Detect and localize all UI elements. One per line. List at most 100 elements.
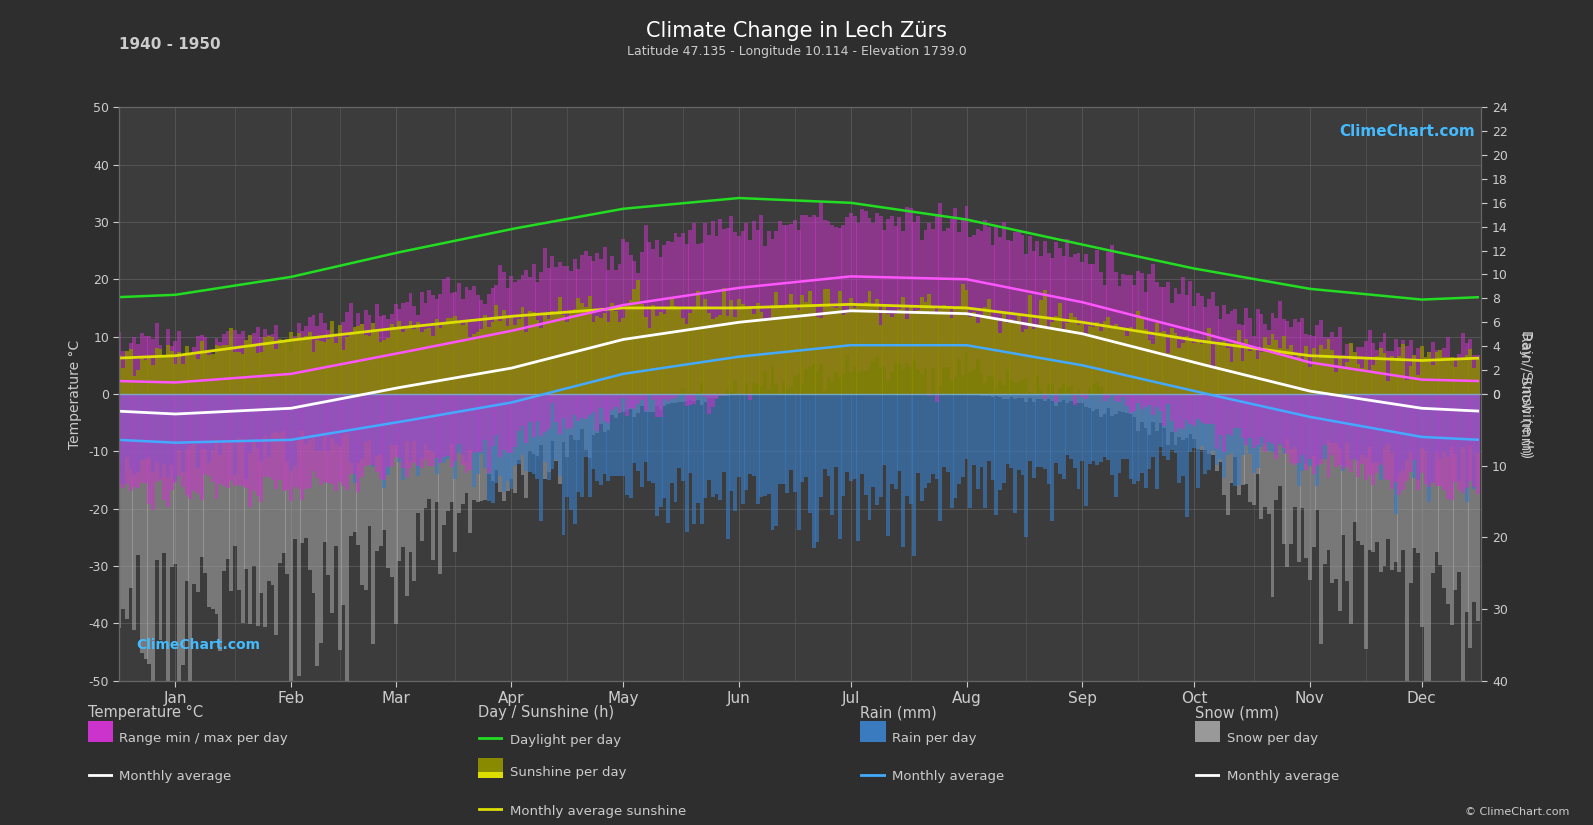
Bar: [327, 394, 330, 575]
Bar: [991, 394, 994, 480]
Bar: [1274, 394, 1278, 455]
Bar: [741, 231, 744, 395]
Bar: [1286, 348, 1289, 394]
Bar: [1163, 394, 1166, 455]
Bar: [871, 394, 875, 488]
Bar: [174, 394, 177, 482]
Bar: [432, 394, 435, 451]
Bar: [357, 394, 360, 463]
Bar: [1121, 274, 1125, 398]
Bar: [852, 394, 857, 479]
Bar: [301, 394, 304, 544]
Bar: [487, 394, 491, 502]
Bar: [1286, 394, 1289, 439]
Bar: [1461, 394, 1466, 447]
Bar: [636, 280, 640, 394]
Bar: [416, 315, 421, 466]
Bar: [957, 305, 961, 394]
Bar: [1125, 394, 1129, 459]
Bar: [1110, 326, 1114, 394]
Bar: [435, 299, 438, 458]
Bar: [397, 309, 401, 458]
Bar: [307, 318, 312, 488]
Bar: [999, 394, 1002, 397]
Bar: [1147, 340, 1152, 394]
Bar: [323, 394, 327, 542]
Bar: [897, 217, 902, 364]
Bar: [1391, 356, 1394, 394]
Bar: [249, 337, 252, 507]
Bar: [1435, 394, 1438, 452]
Bar: [808, 394, 812, 512]
Bar: [1010, 394, 1013, 469]
Bar: [346, 394, 349, 681]
Bar: [1058, 248, 1063, 388]
Bar: [1341, 394, 1346, 471]
Bar: [1367, 331, 1372, 475]
Bar: [800, 295, 804, 394]
Bar: [416, 322, 421, 394]
Bar: [613, 394, 618, 476]
Bar: [1349, 394, 1352, 460]
Bar: [707, 394, 710, 480]
Bar: [652, 249, 655, 400]
Bar: [521, 275, 524, 426]
Bar: [177, 351, 182, 394]
Bar: [1475, 355, 1480, 494]
Bar: [335, 334, 338, 491]
Bar: [726, 316, 730, 394]
Bar: [1203, 307, 1207, 424]
Bar: [1416, 394, 1419, 480]
Bar: [1083, 336, 1088, 394]
Bar: [312, 394, 315, 592]
Bar: [621, 394, 624, 412]
Bar: [1066, 394, 1069, 403]
Bar: [1163, 394, 1166, 427]
Bar: [1158, 332, 1163, 394]
Bar: [930, 309, 935, 394]
Bar: [644, 394, 648, 412]
Bar: [577, 394, 580, 493]
Bar: [341, 351, 346, 394]
Bar: [124, 394, 129, 456]
Bar: [744, 223, 749, 383]
Bar: [349, 303, 352, 474]
Bar: [585, 307, 588, 394]
Bar: [510, 318, 513, 394]
Bar: [177, 331, 182, 476]
Bar: [710, 221, 715, 407]
Bar: [607, 394, 610, 430]
Bar: [793, 394, 796, 492]
Bar: [1013, 394, 1016, 512]
Bar: [1305, 334, 1308, 469]
Bar: [816, 394, 819, 542]
Bar: [296, 394, 301, 676]
Bar: [1472, 394, 1477, 489]
Bar: [1072, 317, 1077, 394]
Bar: [800, 215, 804, 384]
Bar: [658, 394, 663, 410]
Bar: [1225, 394, 1230, 455]
Bar: [1102, 322, 1107, 394]
Bar: [304, 394, 307, 538]
Bar: [766, 394, 771, 493]
Bar: [733, 394, 738, 512]
Text: ClimeChart.com: ClimeChart.com: [1340, 125, 1475, 139]
Bar: [1383, 394, 1386, 566]
Bar: [1219, 394, 1222, 462]
Bar: [237, 352, 241, 394]
Bar: [1233, 342, 1238, 394]
Bar: [674, 233, 677, 398]
Bar: [472, 394, 476, 487]
Bar: [875, 213, 879, 357]
Bar: [1174, 394, 1177, 446]
Bar: [849, 394, 852, 481]
Bar: [312, 314, 315, 471]
Bar: [1427, 394, 1431, 502]
Bar: [1180, 343, 1185, 394]
Bar: [554, 394, 558, 460]
Bar: [249, 394, 252, 453]
Bar: [170, 351, 174, 394]
Bar: [241, 331, 245, 486]
Bar: [822, 290, 827, 394]
